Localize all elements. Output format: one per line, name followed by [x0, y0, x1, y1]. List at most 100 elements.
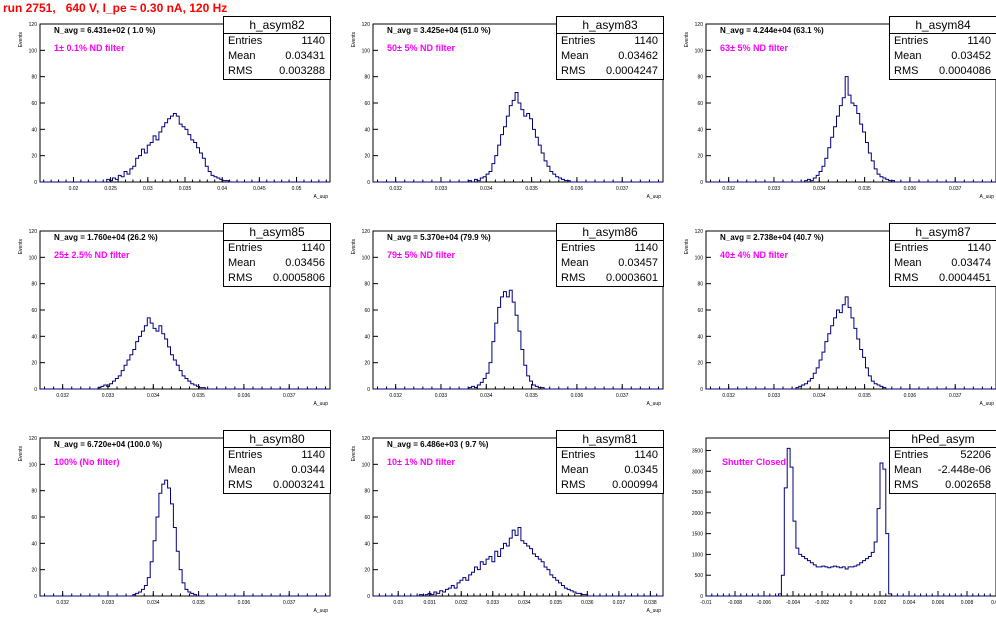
- stat-mean-value: 0.03452: [951, 50, 991, 62]
- x-tick-label: 0.035: [179, 186, 192, 192]
- x-tick-label: 0.038: [644, 600, 657, 606]
- stat-row-rms: RMS 0.0004247: [557, 64, 663, 79]
- histogram-svg: 0.032 0.033 0.034 0.035 0.036 0.037 0 20 40 60 80 1…: [351, 22, 664, 200]
- x-tick-label: 0.037: [613, 600, 626, 606]
- x-tick-label: 0.008: [961, 600, 974, 606]
- stat-key: Mean: [561, 50, 589, 62]
- stat-row-entries: Entries 1140: [224, 241, 330, 256]
- y-tick-label: 60: [31, 308, 37, 314]
- x-tick-label: 0.035: [192, 393, 205, 399]
- y-tick-label: 40: [364, 334, 370, 340]
- run-title: run 2751, 640 V, I_pe ≈ 0.30 nA, 120 Hz: [3, 1, 228, 15]
- stat-entries-value: 1140: [967, 242, 991, 254]
- n-avg-label: N_avg = 6.486e+03 ( 9.7 %): [387, 440, 489, 449]
- stat-box: h_asym85 Entries 1140 Mean 0.03456 RMS 0.00058…: [223, 223, 331, 287]
- stat-box-title: h_asym82: [224, 17, 330, 34]
- stat-row-rms: RMS 0.003288: [224, 64, 330, 79]
- histogram-line: [706, 447, 991, 597]
- x-tick-label: 0.002: [874, 600, 887, 606]
- x-tick-label: 0.033: [102, 393, 115, 399]
- stat-box: h_asym86 Entries 1140 Mean 0.03457 RMS 0.00036…: [556, 223, 664, 287]
- x-tick-label: 0.035: [550, 600, 563, 606]
- filter-label: 10± 1% ND filter: [387, 457, 455, 467]
- n-avg-label: N_avg = 4.244e+04 (63.1 %): [720, 26, 824, 35]
- y-tick-label: 120: [29, 229, 38, 235]
- stat-box: h_asym80 Entries 1140 Mean 0.0344 RMS 0.000324…: [223, 430, 331, 494]
- stat-key: Entries: [894, 35, 929, 47]
- n-avg-label: N_avg = 3.425e+04 (51.0 %): [387, 26, 491, 35]
- stat-box: h_asym82 Entries 1140 Mean 0.03431 RMS 0.00328…: [223, 16, 331, 80]
- x-tick-label: 0.036: [581, 600, 594, 606]
- y-tick-label: 80: [364, 282, 370, 288]
- x-axis-title: A_uup: [980, 401, 995, 407]
- stat-row-mean: Mean 0.03452: [890, 49, 996, 64]
- pad-h_asym85: 0.032 0.033 0.034 0.035 0.036 0.037 0 20 40 60 80 1…: [14, 223, 332, 407]
- x-axis-title: A_uup: [980, 194, 995, 200]
- pad-h_asym84: 0.032 0.033 0.034 0.035 0.036 0.037 0 20 40 60 80 1…: [680, 16, 996, 200]
- pad-h_asym82: 0.02 0.025 0.03 0.035 0.04 0.045 0.05 0 20 40 60 80…: [14, 16, 332, 200]
- histogram-svg: 0.032 0.033 0.034 0.035 0.036 0.037 0 20 40 60 80 1…: [684, 229, 996, 407]
- stat-key: RMS: [228, 479, 253, 491]
- stat-row-mean: Mean 0.03457: [557, 256, 663, 271]
- stat-mean-value: 0.03474: [951, 257, 991, 269]
- x-tick-label: 0.037: [616, 186, 629, 192]
- stat-row-rms: RMS 0.002658: [890, 478, 996, 493]
- x-tick-label: 0.04: [217, 186, 227, 192]
- stat-row-entries: Entries 1140: [224, 448, 330, 463]
- histogram-line: [373, 91, 663, 183]
- stat-key: Entries: [561, 242, 596, 254]
- filter-label: 79± 5% ND filter: [387, 250, 455, 260]
- x-axis-title: A_uup: [314, 194, 329, 200]
- stat-row-mean: Mean 0.03431: [224, 49, 330, 64]
- x-tick-label: 0.035: [525, 186, 538, 192]
- y-tick-label: 0: [34, 594, 37, 600]
- y-tick-label: 80: [31, 489, 37, 495]
- stat-rms-value: 0.0004247: [606, 65, 658, 77]
- x-tick-label: -0.004: [786, 600, 800, 606]
- y-tick-label: 120: [362, 22, 371, 28]
- stat-rms-value: 0.0004086: [939, 65, 991, 77]
- x-tick-label: 0.035: [858, 186, 871, 192]
- stat-key: Mean: [228, 464, 256, 476]
- filter-label: 40± 4% ND filter: [720, 250, 788, 260]
- x-tick-label: 0.036: [238, 393, 251, 399]
- stat-row-entries: Entries 1140: [557, 241, 663, 256]
- x-axis-title: A_uup: [647, 608, 662, 614]
- stat-entries-value: 1140: [301, 35, 325, 47]
- stat-mean-value: 0.03431: [285, 50, 325, 62]
- filter-label: 63± 5% ND filter: [720, 43, 788, 53]
- pad-h_asym81: 0.03 0.031 0.032 0.033 0.034 0.035 0.036 0.037 0…: [347, 430, 665, 614]
- pad-hPed_asym: -0.01 -0.008 -0.006 -0.004 -0.002 0 0.002 0.004…: [680, 430, 996, 610]
- y-tick-label: 60: [364, 101, 370, 107]
- stat-row-entries: Entries 1140: [890, 34, 996, 49]
- y-tick-label: 120: [29, 436, 38, 442]
- stat-entries-value: 52206: [960, 449, 991, 461]
- stat-row-mean: Mean 0.0344: [224, 463, 330, 478]
- x-tick-label: 0.033: [435, 393, 448, 399]
- x-tick-label: -0.002: [815, 600, 829, 606]
- y-tick-label: 100: [695, 48, 704, 54]
- pad-h_asym87: 0.032 0.033 0.034 0.035 0.036 0.037 0 20 40 60 80 1…: [680, 223, 996, 407]
- stat-rms-value: 0.002658: [945, 479, 991, 491]
- n-avg-label: N_avg = 2.738e+04 (40.7 %): [720, 233, 824, 242]
- y-axis-title: Events: [684, 32, 690, 48]
- stat-row-entries: Entries 1140: [890, 241, 996, 256]
- x-tick-label: 0.031: [423, 600, 436, 606]
- y-tick-label: 100: [29, 255, 38, 261]
- histogram-line: [706, 76, 996, 183]
- stat-box-title: h_asym86: [557, 224, 663, 241]
- x-tick-label: 0.035: [192, 600, 205, 606]
- y-tick-label: 100: [29, 462, 38, 468]
- y-tick-label: 100: [362, 48, 371, 54]
- y-tick-label: 60: [31, 101, 37, 107]
- y-tick-label: 0: [34, 180, 37, 186]
- x-tick-label: 0.036: [571, 186, 584, 192]
- y-axis-title: Events: [18, 446, 24, 462]
- stat-box-title: h_asym85: [224, 224, 330, 241]
- stat-key: Entries: [228, 242, 263, 254]
- y-tick-label: 120: [362, 229, 371, 235]
- stat-row-entries: Entries 1140: [224, 34, 330, 49]
- stat-key: Entries: [561, 449, 596, 461]
- stat-row-mean: Mean 0.0345: [557, 463, 663, 478]
- x-tick-label: -0.01: [700, 600, 712, 606]
